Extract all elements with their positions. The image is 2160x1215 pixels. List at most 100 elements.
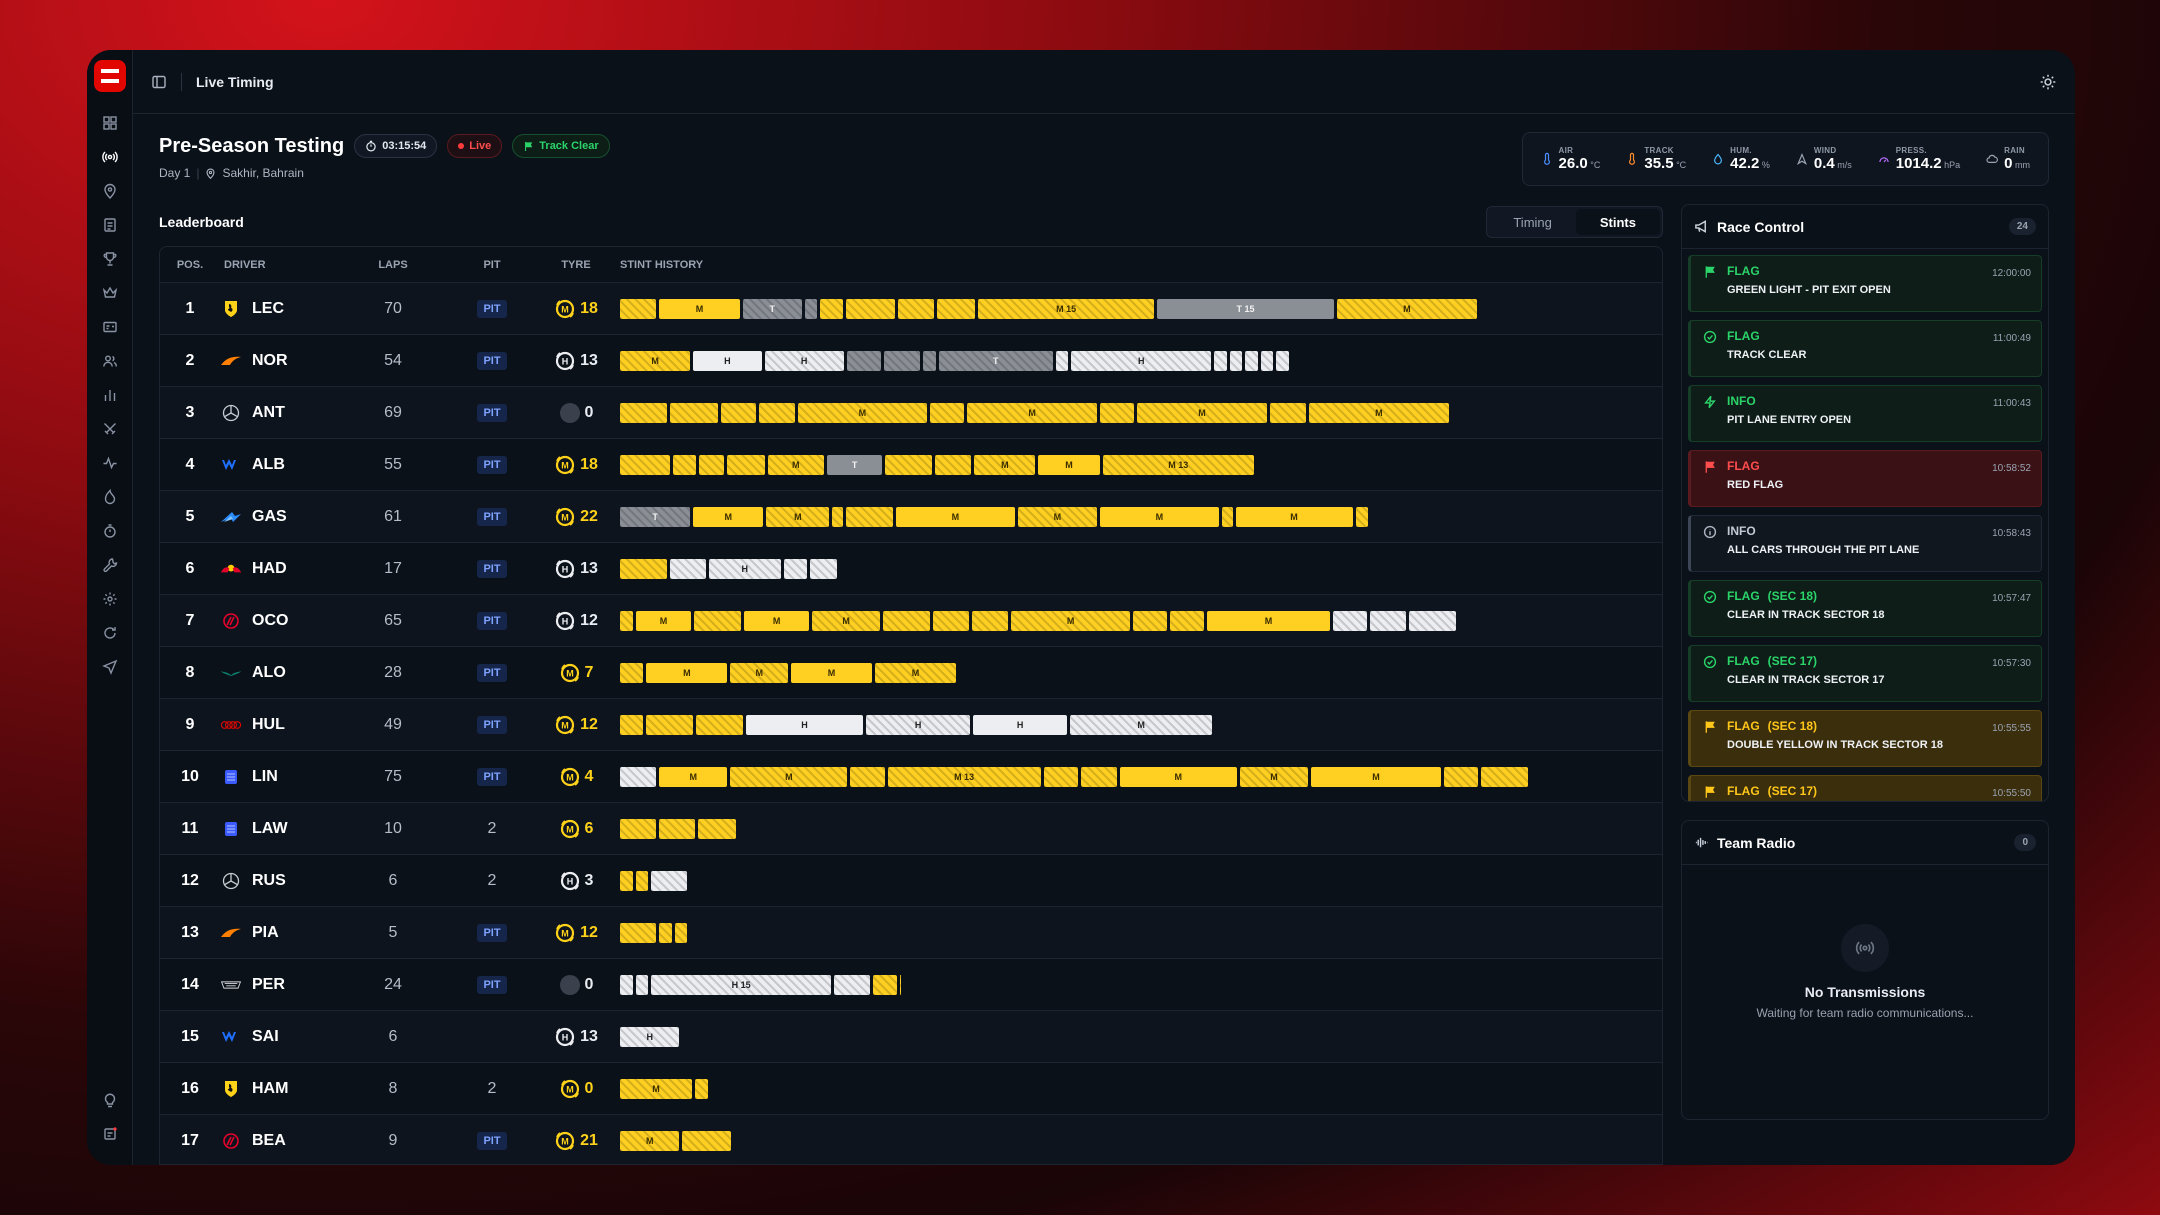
- race-control-message[interactable]: FLAG (SEC 17) CLEAR IN TRACK SECTOR 17 10:5…: [1688, 645, 2042, 702]
- table-row[interactable]: 1 LEC 70 PIT M 18 M T M 15 T 15 M: [160, 283, 1662, 335]
- check-circle-icon: [1703, 589, 1727, 636]
- laps: 55: [384, 455, 402, 473]
- table-row[interactable]: 7 OCO 65 PIT H 12 M M M M M: [160, 595, 1662, 647]
- message-time: 10:58:43: [1992, 528, 2031, 539]
- flame-icon[interactable]: [98, 485, 122, 509]
- notifications-icon[interactable]: [98, 1122, 122, 1146]
- table-row[interactable]: 2 NOR 54 PIT H 13 M H H T H: [160, 335, 1662, 387]
- table-row[interactable]: 12 RUS 6 2 H 3: [160, 855, 1662, 907]
- race-control-list[interactable]: FLAG GREEN LIGHT - PIT EXIT OPEN 12:00:00 F…: [1682, 249, 2048, 801]
- trophy-icon[interactable]: [98, 247, 122, 271]
- message-type: FLAG: [1727, 459, 1760, 473]
- table-row[interactable]: 13 PIA 5 PIT M 12: [160, 907, 1662, 959]
- race-control-message[interactable]: FLAG TRACK CLEAR 11:00:49: [1688, 320, 2042, 377]
- stopwatch-icon[interactable]: [98, 519, 122, 543]
- laps: 5: [388, 923, 398, 941]
- map-pin-icon[interactable]: [98, 179, 122, 203]
- race-control-message[interactable]: FLAG (SEC 17) 10:55:50: [1688, 775, 2042, 801]
- stint-segment: [1043, 766, 1078, 787]
- swords-icon[interactable]: [98, 417, 122, 441]
- stint-segment: M: [730, 662, 788, 683]
- stint-segment: M: [620, 1078, 692, 1099]
- stint-segment: M: [874, 662, 956, 683]
- pit-cell: 2: [448, 820, 536, 838]
- bar-chart-icon[interactable]: [98, 383, 122, 407]
- droplet-icon: [1714, 153, 1723, 165]
- table-row[interactable]: 10 LIN 75 PIT M 4 M M M 13 M M M: [160, 751, 1662, 803]
- stint-segment: [846, 350, 881, 371]
- message-text: PIT LANE ENTRY OPEN: [1727, 414, 1852, 426]
- mercedes-logo-icon: [220, 872, 242, 889]
- table-row[interactable]: 3 ANT 69 PIT 0 M M M M: [160, 387, 1662, 439]
- check-circle-icon: [1703, 654, 1727, 701]
- unknown-tyre-icon: [559, 402, 581, 424]
- race-control-message[interactable]: INFO PIT LANE ENTRY OPEN 11:00:43: [1688, 385, 2042, 442]
- stint-segment: [620, 402, 667, 423]
- stint-segment: [1269, 402, 1306, 423]
- theme-sun-icon[interactable]: [2039, 73, 2057, 91]
- message-category: FLAG: [1727, 329, 1806, 343]
- race-control-message[interactable]: FLAG RED FLAG 10:58:52: [1688, 450, 2042, 507]
- id-card-icon[interactable]: [98, 315, 122, 339]
- race-control-message[interactable]: FLAG (SEC 18) DOUBLE YELLOW IN TRACK SECTO…: [1688, 710, 2042, 767]
- table-row[interactable]: 9 HUL 49 PIT M 12 H H H M: [160, 699, 1662, 751]
- aston-logo-icon: [220, 665, 242, 681]
- medium-tyre-icon: M: [554, 298, 576, 320]
- dashboard-icon[interactable]: [98, 111, 122, 135]
- hard-tyre-icon: H: [559, 870, 581, 892]
- tyre-cell: M 18: [536, 298, 616, 320]
- stint-segment: [885, 454, 933, 475]
- tab-stints[interactable]: Stints: [1575, 209, 1660, 235]
- table-row[interactable]: 8 ALO 28 PIT M 7 M M M M: [160, 647, 1662, 699]
- weather-unit: °C: [1673, 159, 1687, 170]
- stint-segment: T: [938, 350, 1053, 371]
- race-control-message[interactable]: FLAG (SEC 18) CLEAR IN TRACK SECTOR 18 10:5…: [1688, 580, 2042, 637]
- tab-timing[interactable]: Timing: [1513, 214, 1552, 230]
- stint-segment: [727, 454, 765, 475]
- crown-icon[interactable]: [98, 281, 122, 305]
- driver-code: PER: [252, 975, 285, 993]
- laps: 49: [384, 715, 402, 733]
- tyre-laps: 12: [580, 611, 598, 629]
- stint-segment: [883, 350, 920, 371]
- stint-segment: [672, 454, 696, 475]
- stint-segment: M 13: [887, 766, 1041, 787]
- tyre-laps: 18: [580, 455, 598, 473]
- live-broadcast-icon[interactable]: [98, 145, 122, 169]
- users-icon[interactable]: [98, 349, 122, 373]
- message-time: 10:55:50: [1992, 788, 2031, 799]
- table-row[interactable]: 6 HAD 17 PIT H 13 H: [160, 543, 1662, 595]
- message-time: 10:55:55: [1992, 723, 2031, 734]
- race-control-message[interactable]: FLAG GREEN LIGHT - PIT EXIT OPEN 12:00:00: [1688, 255, 2042, 312]
- table-row[interactable]: 14 PER 24 PIT 0 H 15: [160, 959, 1662, 1011]
- settings-icon[interactable]: [98, 587, 122, 611]
- stint-segment: [646, 714, 694, 735]
- message-category: INFO: [1727, 524, 1919, 538]
- table-row[interactable]: 5 GAS 61 PIT M 22 T M M M M M M: [160, 491, 1662, 543]
- table-row[interactable]: 17 BEA 9 PIT M 21 M: [160, 1115, 1662, 1164]
- plane-icon[interactable]: [98, 655, 122, 679]
- stint-segment: [682, 1130, 731, 1151]
- race-control-message[interactable]: INFO ALL CARS THROUGH THE PIT LANE 10:58:4…: [1688, 515, 2042, 572]
- table-row[interactable]: 16 HAM 8 2 M 0 M: [160, 1063, 1662, 1115]
- tyre-laps: 12: [580, 923, 598, 941]
- document-icon[interactable]: [98, 213, 122, 237]
- app-logo[interactable]: [93, 60, 126, 92]
- message-text: GREEN LIGHT - PIT EXIT OPEN: [1727, 284, 1891, 296]
- wrench-icon[interactable]: [98, 553, 122, 577]
- refresh-icon[interactable]: [98, 621, 122, 645]
- table-row[interactable]: 11 LAW 10 2 M 6: [160, 803, 1662, 855]
- radio-empty-subtitle: Waiting for team radio communications...: [1756, 1006, 1974, 1020]
- medium-tyre-icon: M: [554, 714, 576, 736]
- table-row[interactable]: 15 SAI 6 H 13 H: [160, 1011, 1662, 1063]
- svg-text:M: M: [566, 772, 574, 782]
- lightbulb-icon[interactable]: [98, 1088, 122, 1112]
- message-type: FLAG: [1727, 329, 1760, 343]
- driver-code: BEA: [252, 1131, 286, 1149]
- laps: 61: [384, 507, 402, 525]
- stint-segment: M: [1239, 766, 1309, 787]
- table-row[interactable]: 4 ALB 55 PIT M 18 M T M M M 13: [160, 439, 1662, 491]
- activity-icon[interactable]: [98, 451, 122, 475]
- sidebar-toggle-icon[interactable]: [151, 74, 167, 90]
- position: 3: [185, 403, 195, 421]
